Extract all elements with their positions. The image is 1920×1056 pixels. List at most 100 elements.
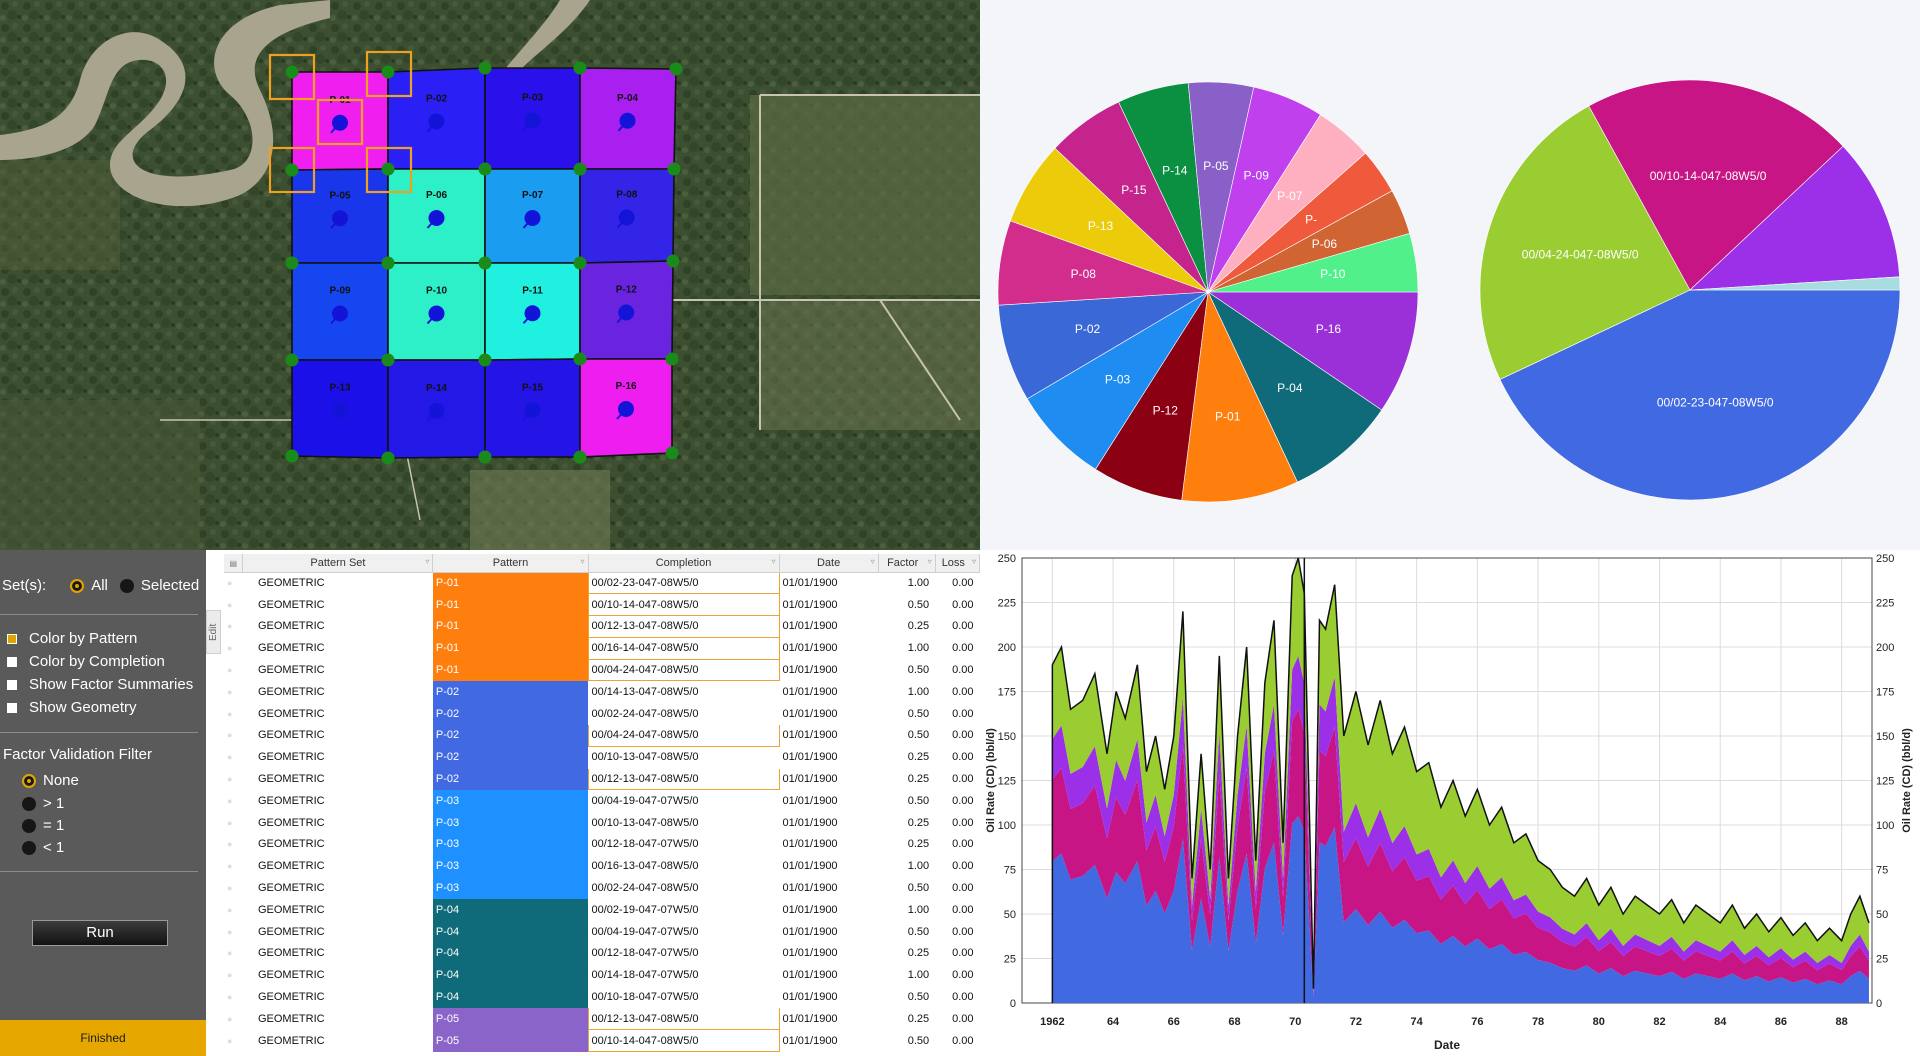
cell-loss[interactable]: 0.00 — [952, 642, 974, 655]
cell-completion[interactable]: 00/12-18-047-07W5/0 — [591, 838, 699, 851]
cell-date[interactable]: 01/01/1900 — [782, 577, 838, 590]
cell-completion[interactable]: 00/02-24-047-08W5/0 — [591, 882, 699, 895]
production-chart[interactable]: 0 0 25 25 50 50 75 75 100 100 125 125 150 150 175 175 20… — [980, 550, 1920, 1056]
table-row[interactable]: ● GEOMETRIC P-05 00/12-13-047-08W5/0 01/01/1… — [224, 1007, 980, 1031]
cell-pattern-set[interactable]: GEOMETRIC — [257, 969, 325, 982]
cell-loss[interactable]: 0.00 — [952, 925, 974, 938]
pie-by-pattern[interactable]: P-16 P-04 P-01 P-12 P-03 P-02 P-08 P-13 P-15 P-14… — [997, 81, 1419, 503]
cell-factor[interactable]: 0.25 — [907, 947, 930, 960]
row-selector[interactable]: ● — [227, 708, 233, 719]
option-show-factor-summaries[interactable]: Show Factor Summaries — [0, 676, 193, 693]
cell-pattern[interactable]: P-05 — [432, 1007, 589, 1030]
cell-pattern[interactable]: P-01 — [432, 593, 589, 616]
table-row[interactable]: ● GEOMETRIC P-03 00/04-19-047-07W5/0 01/01/1… — [224, 789, 980, 812]
cell-loss[interactable]: 0.00 — [952, 598, 974, 611]
table-row[interactable]: ● GEOMETRIC P-03 00/16-13-047-08W5/0 01/01/1… — [224, 855, 980, 878]
table-row[interactable]: ● GEOMETRIC P-03 00/02-24-047-08W5/0 01/01/1… — [224, 877, 980, 899]
pie-by-completion[interactable]: 00/02-23-047-08W5/0 00/04-24-047-08W5/0 00… — [1479, 79, 1901, 501]
row-selector[interactable]: ● — [227, 817, 233, 828]
table-row[interactable]: ● GEOMETRIC P-01 00/04-24-047-08W5/0 01/01/1… — [224, 658, 980, 682]
checkbox-icon[interactable] — [7, 702, 17, 713]
cell-loss[interactable]: 0.00 — [952, 1012, 974, 1025]
cell-date[interactable]: 01/01/1900 — [782, 620, 838, 633]
cell-pattern[interactable]: P-04 — [432, 898, 589, 921]
cell-factor[interactable]: 0.25 — [907, 620, 930, 633]
row-selector[interactable]: ● — [227, 839, 233, 850]
cell-pattern[interactable]: P-02 — [432, 746, 589, 769]
series-area[interactable] — [1052, 816, 1869, 1003]
column-header-factor[interactable]: Factor ▿ — [878, 554, 936, 573]
cell-loss[interactable]: 0.00 — [952, 947, 974, 960]
table-row[interactable]: ● GEOMETRIC P-03 00/12-18-047-07W5/0 01/01/1… — [224, 833, 980, 856]
cell-loss[interactable]: 0.00 — [952, 620, 974, 633]
row-selector[interactable]: ● — [227, 599, 233, 610]
cell-pattern-set[interactable]: GEOMETRIC — [257, 685, 325, 698]
cell-pattern[interactable]: P-02 — [432, 724, 589, 747]
filter-icon[interactable]: ▿ — [927, 557, 932, 566]
option-show-geometry[interactable]: Show Geometry — [0, 699, 137, 716]
cell-completion[interactable]: 00/12-18-047-07W5/0 — [591, 947, 699, 960]
cell-pattern-set[interactable]: GEOMETRIC — [257, 773, 325, 786]
table-row[interactable]: ● GEOMETRIC P-02 00/10-13-047-08W5/0 01/01/1… — [224, 746, 980, 769]
cell-date[interactable]: 01/01/1900 — [782, 991, 838, 1004]
cell-date[interactable]: 01/01/1900 — [782, 685, 838, 698]
row-selector[interactable]: ● — [227, 861, 233, 872]
cell-pattern[interactable]: P-01 — [432, 659, 589, 681]
cell-factor[interactable]: 0.25 — [907, 816, 930, 829]
cell-loss[interactable]: 0.00 — [952, 794, 974, 807]
cell-date[interactable]: 01/01/1900 — [782, 860, 838, 873]
row-selector[interactable]: ● — [227, 730, 233, 741]
row-selector[interactable]: ● — [227, 795, 233, 806]
cell-loss[interactable]: 0.00 — [952, 729, 974, 742]
cell-pattern[interactable]: P-03 — [432, 833, 589, 856]
cell-pattern-set[interactable]: GEOMETRIC — [257, 1034, 325, 1047]
checkbox-icon[interactable] — [7, 656, 17, 667]
cell-loss[interactable]: 0.00 — [952, 882, 974, 895]
cell-completion[interactable]: 00/12-13-047-08W5/0 — [587, 1007, 780, 1031]
cell-pattern-set[interactable]: GEOMETRIC — [257, 1012, 325, 1025]
cell-completion[interactable]: 00/02-19-047-07W5/0 — [591, 903, 699, 916]
cell-date[interactable]: 01/01/1900 — [782, 598, 838, 611]
row-selector[interactable]: ● — [227, 1035, 233, 1046]
option-color-by-pattern[interactable]: Color by Pattern — [0, 630, 137, 647]
row-selector[interactable]: ● — [227, 883, 233, 894]
cell-completion[interactable]: 00/14-18-047-07W5/0 — [591, 969, 699, 982]
table-row[interactable]: ● GEOMETRIC P-04 00/12-18-047-07W5/0 01/01/1… — [224, 942, 980, 965]
cell-factor[interactable]: 0.25 — [907, 1012, 930, 1025]
pie-slice[interactable] — [1499, 289, 1901, 501]
cell-factor[interactable]: 1.00 — [907, 969, 930, 982]
cell-date[interactable]: 01/01/1900 — [782, 1034, 838, 1047]
cell-date[interactable]: 01/01/1900 — [782, 794, 838, 807]
pie-slice[interactable] — [1689, 276, 1901, 291]
cell-pattern[interactable]: P-03 — [432, 877, 589, 899]
row-selector[interactable]: ● — [227, 621, 233, 632]
table-row[interactable]: ● GEOMETRIC P-02 00/14-13-047-08W5/0 01/01/1… — [224, 680, 980, 703]
cell-pattern[interactable]: P-01 — [432, 637, 589, 660]
pie-slice[interactable] — [1689, 145, 1900, 291]
checkbox-icon[interactable] — [7, 633, 17, 644]
row-selector[interactable]: ● — [227, 665, 233, 676]
cell-pattern[interactable]: P-02 — [432, 680, 589, 703]
cell-pattern[interactable]: P-02 — [432, 768, 589, 790]
cell-loss[interactable]: 0.00 — [952, 903, 974, 916]
cell-pattern[interactable]: P-03 — [432, 811, 589, 834]
cell-loss[interactable]: 0.00 — [952, 991, 974, 1004]
cell-completion[interactable]: 00/10-13-047-08W5/0 — [591, 751, 699, 764]
cell-loss[interactable]: 0.00 — [952, 860, 974, 873]
pie-slice[interactable] — [998, 291, 1209, 400]
cell-pattern-set[interactable]: GEOMETRIC — [257, 903, 325, 916]
pie-slice[interactable] — [1207, 233, 1419, 293]
cell-pattern[interactable]: P-04 — [432, 942, 589, 965]
cell-loss[interactable]: 0.00 — [952, 838, 974, 851]
pie-slice[interactable] — [1207, 291, 1383, 483]
cell-factor[interactable]: 0.25 — [907, 751, 930, 764]
row-selector[interactable]: ● — [227, 643, 233, 654]
cell-loss[interactable]: 0.00 — [952, 707, 974, 720]
edit-tab[interactable]: Edit — [206, 610, 221, 654]
filter-icon[interactable]: ▿ — [425, 557, 430, 566]
table-row[interactable]: ● GEOMETRIC P-01 00/10-14-047-08W5/0 01/01/1… — [224, 593, 980, 617]
series-area[interactable] — [1052, 558, 1869, 992]
map-panel[interactable]: P-01 P-02 P-03 P-04 P-05 P-06 P-07 P-08 P-09 P-10… — [0, 0, 980, 550]
cell-pattern-set[interactable]: GEOMETRIC — [257, 620, 325, 633]
table-row[interactable]: ● GEOMETRIC P-02 00/04-24-047-08W5/0 01/01/1… — [224, 724, 980, 747]
